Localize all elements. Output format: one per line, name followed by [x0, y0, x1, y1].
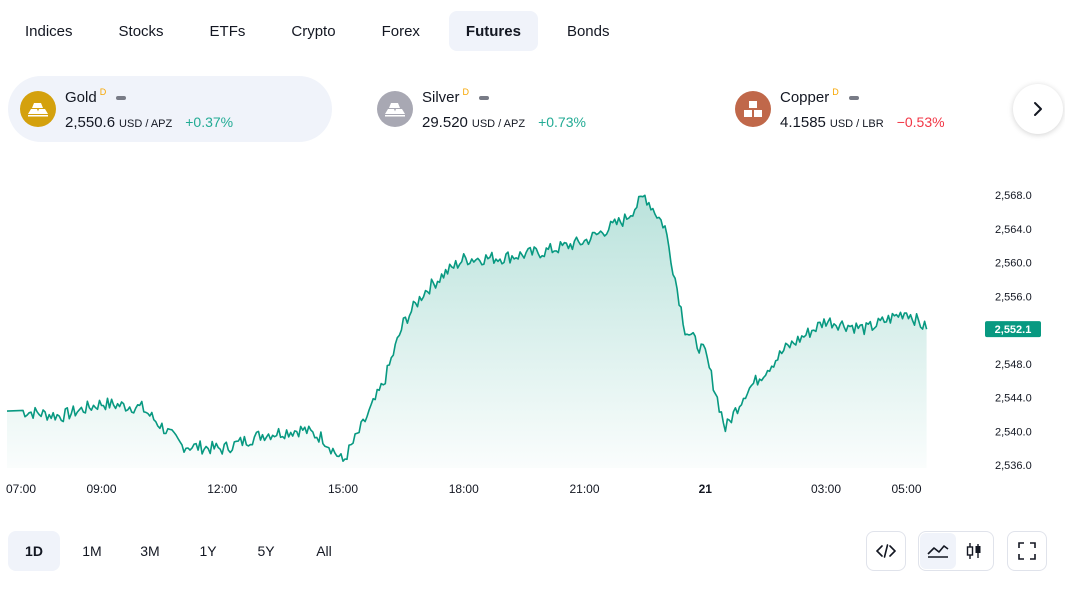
symbol-card-copper[interactable]: Copper D 4.1585 USD / LBR −0.53% — [723, 76, 1003, 142]
code-icon — [876, 544, 896, 558]
price-area-fill — [7, 195, 927, 469]
area-chart-icon — [927, 545, 949, 558]
range-all[interactable]: All — [316, 543, 332, 559]
time-axis: 07:00 09:00 12:00 15:00 18:00 21:00 21 03:00 05:… — [6, 482, 922, 496]
range-3m[interactable]: 3M — [140, 543, 160, 559]
tab-crypto[interactable]: Crypto — [291, 22, 336, 40]
market-tabs: Indices Stocks ETFs Crypto Forex Futures… — [8, 11, 638, 51]
chevron-right-icon — [1034, 102, 1042, 116]
delayed-badge: D — [832, 86, 839, 97]
price-tick-label: 2,560.0 — [995, 258, 1032, 270]
time-tick-label: 21:00 — [569, 482, 599, 496]
candles-style-button[interactable] — [956, 533, 992, 569]
next-symbols-button[interactable] — [1013, 84, 1063, 134]
svg-text:2,552.1: 2,552.1 — [995, 324, 1032, 336]
price-tick-label: 2,564.0 — [995, 224, 1032, 236]
price-tick-label: 2,536.0 — [995, 460, 1032, 472]
symbol-name: Copper — [780, 89, 830, 106]
time-tick-label: 21 — [699, 482, 713, 496]
time-tick-label: 15:00 — [328, 482, 358, 496]
price-line — [6, 194, 928, 462]
time-tick-label: 07:00 — [6, 482, 36, 496]
candlestick-icon — [966, 543, 981, 559]
tab-futures[interactable]: Futures — [448, 11, 538, 51]
tab-stocks[interactable]: Stocks — [118, 22, 164, 40]
gold-bars-icon — [20, 91, 56, 127]
delayed-badge: D — [462, 86, 470, 97]
symbol-change: +0.37% — [185, 113, 234, 130]
time-tick-label: 09:00 — [86, 482, 116, 496]
symbol-card-silver[interactable]: Silver D 29.520 USD / APZ +0.73% — [365, 76, 685, 142]
market-status-icon — [848, 95, 859, 100]
symbol-name: Silver — [422, 89, 460, 106]
range-1m[interactable]: 1M — [82, 543, 102, 559]
last-price-label: 2,552.1 — [985, 321, 1041, 338]
symbol-change: −0.53% — [896, 113, 945, 130]
symbol-unit: USD / LBR — [829, 117, 884, 130]
tab-indices[interactable]: Indices — [25, 22, 73, 40]
time-tick-label: 05:00 — [891, 482, 921, 496]
price-tick-label: 2,568.0 — [995, 190, 1032, 202]
tab-forex[interactable]: Forex — [381, 22, 420, 40]
symbol-price: 2,550.6 — [65, 113, 116, 131]
time-tick-label: 18:00 — [449, 482, 479, 496]
tab-etfs[interactable]: ETFs — [209, 22, 246, 40]
range-selector: 1D 1M 3M 1Y 5Y All — [8, 531, 356, 571]
symbol-change: +0.73% — [538, 113, 586, 130]
fullscreen-button[interactable] — [1007, 531, 1047, 571]
symbol-name: Gold — [65, 89, 97, 106]
price-tick-label: 2,540.0 — [995, 426, 1032, 438]
price-tick-label: 2,548.0 — [995, 359, 1032, 371]
price-chart[interactable]: 2,568.02,564.02,560.02,556.02,552.02,548… — [0, 150, 1065, 510]
market-status-icon — [479, 95, 490, 100]
range-1y[interactable]: 1Y — [199, 543, 217, 559]
silver-bars-icon — [377, 91, 413, 127]
time-tick-label: 03:00 — [811, 482, 841, 496]
tab-bonds[interactable]: Bonds — [566, 22, 610, 40]
symbol-price: 4.1585 — [780, 113, 826, 131]
area-style-button[interactable] — [920, 533, 956, 569]
market-status-icon — [116, 95, 127, 100]
range-1d[interactable]: 1D — [8, 531, 60, 571]
fullscreen-icon — [1018, 542, 1036, 560]
delayed-badge: D — [99, 86, 107, 97]
time-tick-label: 12:00 — [207, 482, 237, 496]
copper-blocks-icon — [735, 91, 771, 127]
symbol-unit: USD / APZ — [471, 117, 526, 130]
chart-style-group — [918, 531, 994, 571]
range-5y[interactable]: 5Y — [257, 543, 275, 559]
symbol-price: 29.520 — [422, 113, 468, 131]
price-tick-label: 2,544.0 — [995, 393, 1032, 405]
symbol-card-gold[interactable]: Gold D 2,550.6 USD / APZ +0.37% — [8, 76, 332, 142]
symbol-unit: USD / APZ — [119, 117, 173, 130]
price-tick-label: 2,556.0 — [995, 291, 1032, 303]
embed-button[interactable] — [866, 531, 906, 571]
